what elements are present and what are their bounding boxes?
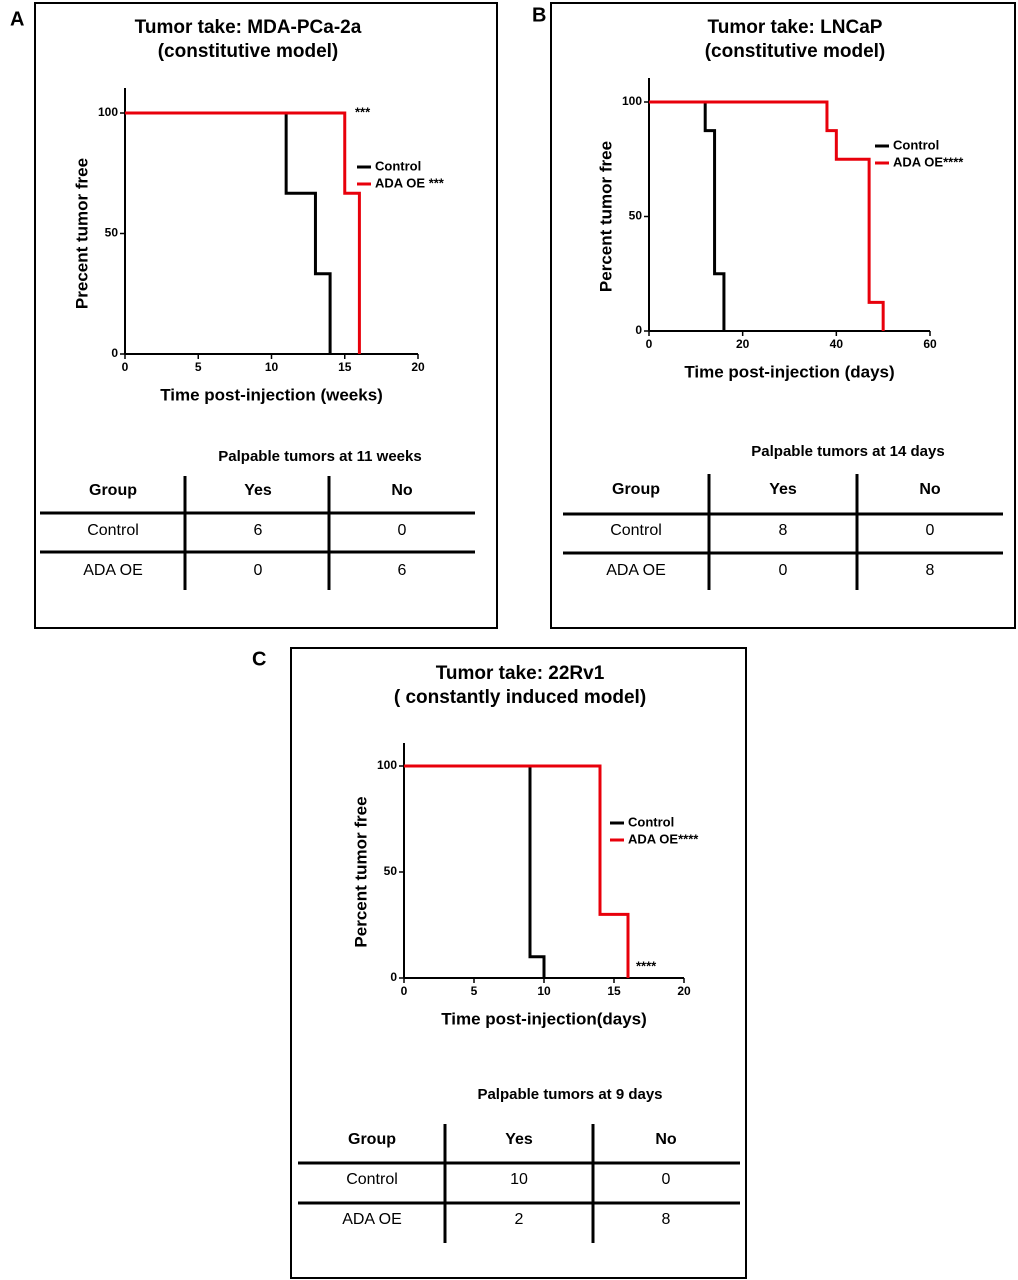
x-tick-label: 40 xyxy=(830,337,844,351)
survival-curve xyxy=(404,764,546,978)
table-header: Yes xyxy=(769,481,797,498)
x-tick-label: 0 xyxy=(646,337,653,351)
x-tick-label: 15 xyxy=(338,360,352,374)
panel-label: C xyxy=(252,648,266,670)
table-cell: ADA OE xyxy=(606,562,666,579)
survival-curve xyxy=(649,100,726,331)
y-tick-label: 50 xyxy=(105,226,119,240)
table-cell: 0 xyxy=(779,562,788,579)
legend-label: ADA OE**** xyxy=(893,154,964,169)
x-tick-label: 0 xyxy=(401,984,408,998)
x-tick-label: 10 xyxy=(537,984,551,998)
chart-subtitle: ( constantly induced model) xyxy=(394,687,646,708)
panel-frame xyxy=(290,647,747,1279)
y-tick-label: 100 xyxy=(377,758,397,772)
y-axis-label: Percent tumor free xyxy=(596,141,615,292)
table-cell: 0 xyxy=(926,522,935,539)
table-cell: 8 xyxy=(926,562,935,579)
table-title: Palpable tumors at 14 days xyxy=(751,443,944,460)
table-cell: 0 xyxy=(398,522,407,539)
legend-label: ADA OE**** xyxy=(628,831,699,846)
panel-label: B xyxy=(532,4,546,26)
table-cell: 0 xyxy=(662,1171,671,1188)
y-tick-label: 50 xyxy=(629,209,643,223)
table-header: No xyxy=(919,481,941,498)
table-cell: ADA OE xyxy=(83,562,143,579)
table-title: Palpable tumors at 9 days xyxy=(477,1086,662,1103)
table-cell: 0 xyxy=(254,562,263,579)
survival-curve xyxy=(125,111,332,354)
chart-title: Tumor take: LNCaP xyxy=(708,17,883,38)
x-tick-label: 20 xyxy=(677,984,691,998)
table-cell: Control xyxy=(610,522,662,539)
legend-label: ADA OE *** xyxy=(375,175,445,190)
y-tick-label: 0 xyxy=(111,346,118,360)
table-cell: 8 xyxy=(662,1211,671,1228)
table-cell: 10 xyxy=(510,1171,528,1188)
x-tick-label: 20 xyxy=(736,337,750,351)
table-cell: Control xyxy=(87,522,139,539)
table-header: Group xyxy=(612,481,660,498)
x-tick-label: 5 xyxy=(195,360,202,374)
table-cell: 6 xyxy=(254,522,263,539)
annotation: *** xyxy=(355,104,371,119)
survival-curve xyxy=(404,764,630,978)
y-tick-label: 100 xyxy=(622,94,642,108)
x-tick-label: 5 xyxy=(471,984,478,998)
panel-frame xyxy=(34,2,498,629)
table-header: No xyxy=(655,1131,677,1148)
y-tick-label: 0 xyxy=(390,970,397,984)
y-axis-label: Percent tumor free xyxy=(351,796,370,947)
legend-label: Control xyxy=(893,137,939,152)
y-tick-label: 50 xyxy=(384,864,398,878)
x-tick-label: 0 xyxy=(122,360,129,374)
legend-label: Control xyxy=(628,814,674,829)
table-header: No xyxy=(391,482,413,499)
chart-subtitle: (constitutive model) xyxy=(705,41,886,62)
table-header: Group xyxy=(89,482,137,499)
y-axis-label: Precent tumor free xyxy=(72,158,91,309)
table-cell: Control xyxy=(346,1171,398,1188)
table-header: Yes xyxy=(244,482,272,499)
survival-curve xyxy=(125,111,361,354)
y-tick-label: 0 xyxy=(635,323,642,337)
y-tick-label: 100 xyxy=(98,105,118,119)
x-axis-label: Time post-injection (days) xyxy=(684,362,894,381)
panel-frame xyxy=(550,2,1016,629)
table-cell: 8 xyxy=(779,522,788,539)
panel-label: A xyxy=(10,8,24,30)
legend-label: Control xyxy=(375,158,421,173)
chart-subtitle: (constitutive model) xyxy=(158,41,339,62)
survival-curve xyxy=(649,100,885,331)
chart-title: Tumor take: 22Rv1 xyxy=(436,663,605,684)
x-axis-label: Time post-injection(days) xyxy=(441,1009,647,1028)
x-tick-label: 60 xyxy=(923,337,937,351)
table-cell: ADA OE xyxy=(342,1211,402,1228)
table-title: Palpable tumors at 11 weeks xyxy=(218,448,421,465)
table-cell: 2 xyxy=(515,1211,524,1228)
chart-title: Tumor take: MDA-PCa-2a xyxy=(135,17,362,38)
table-header: Group xyxy=(348,1131,396,1148)
x-tick-label: 15 xyxy=(607,984,621,998)
x-tick-label: 10 xyxy=(265,360,279,374)
annotation: **** xyxy=(636,958,657,973)
table-header: Yes xyxy=(505,1131,533,1148)
x-axis-label: Time post-injection (weeks) xyxy=(160,385,383,404)
x-tick-label: 20 xyxy=(411,360,425,374)
table-cell: 6 xyxy=(398,562,407,579)
